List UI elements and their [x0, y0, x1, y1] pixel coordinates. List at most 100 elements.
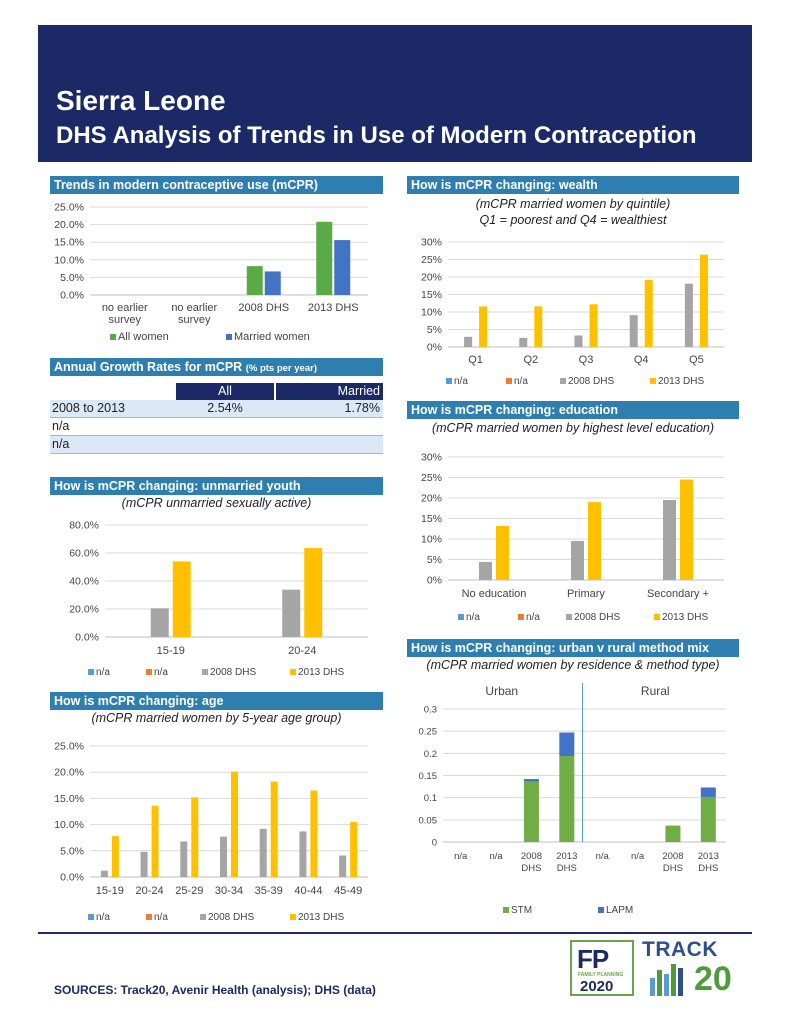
youth-bar [150, 608, 169, 637]
wealth-ytick-label: 30% [421, 237, 442, 249]
wealth-header: How is mCPR changing: wealth [407, 176, 739, 194]
mix-bar [700, 797, 716, 842]
education-legend-label: 2013 DHS [662, 612, 708, 623]
trends-bar [334, 240, 351, 295]
youth-legend-label: n/a [96, 667, 110, 678]
mix-ytick-label: 0.05 [419, 815, 438, 826]
age-bar [350, 821, 358, 877]
age-bar [299, 831, 307, 877]
wealth-bar [699, 254, 708, 347]
youth-ytick-label: 20.0% [69, 604, 99, 616]
growth-header-text: Annual Growth Rates for mCPR [54, 360, 243, 374]
mix-bar [700, 787, 716, 798]
logo-bar [671, 964, 676, 996]
title-banner: Sierra Leone DHS Analysis of Trends in U… [38, 25, 752, 162]
youth-ytick-label: 40.0% [69, 576, 99, 588]
age-ytick-label: 5.0% [60, 845, 84, 857]
age-ytick-label: 10.0% [54, 819, 84, 831]
mix-ytick-label: 0.2 [424, 749, 437, 760]
logo-bar [650, 978, 655, 996]
trends-category-label: survey [178, 314, 211, 326]
mix-category-label: 2013 [698, 851, 719, 862]
wealth-category-label: Q4 [634, 354, 649, 366]
age-category-label: 15-19 [96, 885, 124, 897]
wealth-subtitle-2: Q1 = poorest and Q4 = wealthiest [479, 213, 667, 227]
wealth-bar [589, 304, 598, 347]
growth-row-label: n/a [52, 419, 70, 433]
age-ytick-label: 25.0% [54, 741, 84, 753]
mix-subtitle: (mCPR married women by residence & metho… [426, 658, 720, 672]
wealth-bar [519, 337, 528, 347]
growth-col-married: Married [276, 383, 383, 400]
education-legend-swatch [566, 614, 572, 620]
track20-logo: TRACK 20 [642, 938, 746, 998]
youth-bar [172, 561, 191, 637]
trends-legend-swatch [110, 334, 116, 340]
youth-category-label: 15-19 [157, 645, 185, 657]
wealth-subtitle-1: (mCPR married women by quintile) [475, 197, 671, 211]
wealth-bar [629, 315, 638, 347]
education-legend-swatch [518, 614, 524, 620]
age-category-label: 45-49 [334, 885, 362, 897]
table-row: n/a [50, 436, 383, 454]
youth-ytick-label: 0.0% [75, 632, 99, 644]
trends-header: Trends in modern contraceptive use (mCPR… [50, 176, 383, 194]
age-header: How is mCPR changing: age [50, 692, 383, 710]
age-bar [111, 836, 119, 877]
youth-subtitle: (mCPR unmarried sexually active) [121, 496, 312, 510]
trends-ytick-label: 15.0% [54, 237, 84, 249]
mix-ytick-label: 0.25 [419, 727, 438, 738]
education-ytick-label: 0% [427, 575, 442, 587]
trends-ytick-label: 25.0% [54, 202, 84, 214]
growth-row-label: 2008 to 2013 [52, 401, 125, 415]
mix-category-label: n/a [596, 851, 610, 862]
age-ytick-label: 20.0% [54, 767, 84, 779]
table-row: 2008 to 2013 2.54% 1.78% [50, 400, 383, 418]
age-legend-swatch [200, 914, 206, 920]
wealth-legend-swatch [506, 378, 512, 384]
age-subtitle: (mCPR married women by 5-year age group) [91, 711, 342, 725]
wealth-ytick-label: 10% [421, 307, 442, 319]
youth-ytick-label: 80.0% [69, 520, 99, 532]
age-category-label: 30-34 [215, 885, 243, 897]
trends-category-label: no earlier [171, 302, 217, 314]
mix-category-label: DHS [663, 863, 683, 874]
education-ytick-label: 25% [421, 472, 442, 484]
youth-legend-swatch [88, 669, 94, 675]
youth-bar [282, 589, 301, 637]
wealth-bar [574, 335, 583, 347]
education-bar [680, 479, 693, 580]
mix-legend-label: LAPM [606, 905, 633, 916]
education-ytick-label: 20% [421, 493, 442, 505]
mix-bar [559, 755, 575, 842]
fp-logo-year: 2020 [580, 978, 614, 995]
age-bar [259, 828, 267, 877]
mix-category-label: 2013 [556, 851, 577, 862]
trends-bar [264, 271, 281, 295]
wealth-legend-label: 2013 DHS [658, 376, 704, 387]
growth-header: Annual Growth Rates for mCPR (% pts per … [50, 358, 383, 376]
education-header: How is mCPR changing: education [407, 401, 739, 419]
growth-table-head: All Married [50, 383, 383, 400]
mix-category-label: 2008 [662, 851, 683, 862]
fp2020-logo: FP FAMILY PLANNING 2020 [570, 940, 634, 996]
wealth-category-label: Q2 [523, 354, 538, 366]
table-row: n/a [50, 418, 383, 436]
mix-category-label: DHS [521, 863, 541, 874]
wealth-legend-label: 2008 DHS [568, 376, 614, 387]
age-bar [140, 851, 148, 877]
wealth-legend-swatch [560, 378, 566, 384]
trends-ytick-label: 0.0% [60, 290, 84, 302]
youth-legend-swatch [146, 669, 152, 675]
mix-category-label: DHS [557, 863, 577, 874]
trends-ytick-label: 20.0% [54, 219, 84, 231]
age-bar [180, 841, 188, 877]
education-legend-label: n/a [526, 612, 540, 623]
wealth-bar [644, 279, 653, 347]
education-category-label: No education [462, 588, 527, 600]
footer-divider [38, 932, 752, 934]
mix-category-label: 2008 [521, 851, 542, 862]
mix-ytick-label: 0.1 [424, 793, 437, 804]
fp-logo-tagline: FAMILY PLANNING [578, 972, 624, 978]
report-subtitle: DHS Analysis of Trends in Use of Modern … [56, 122, 697, 149]
